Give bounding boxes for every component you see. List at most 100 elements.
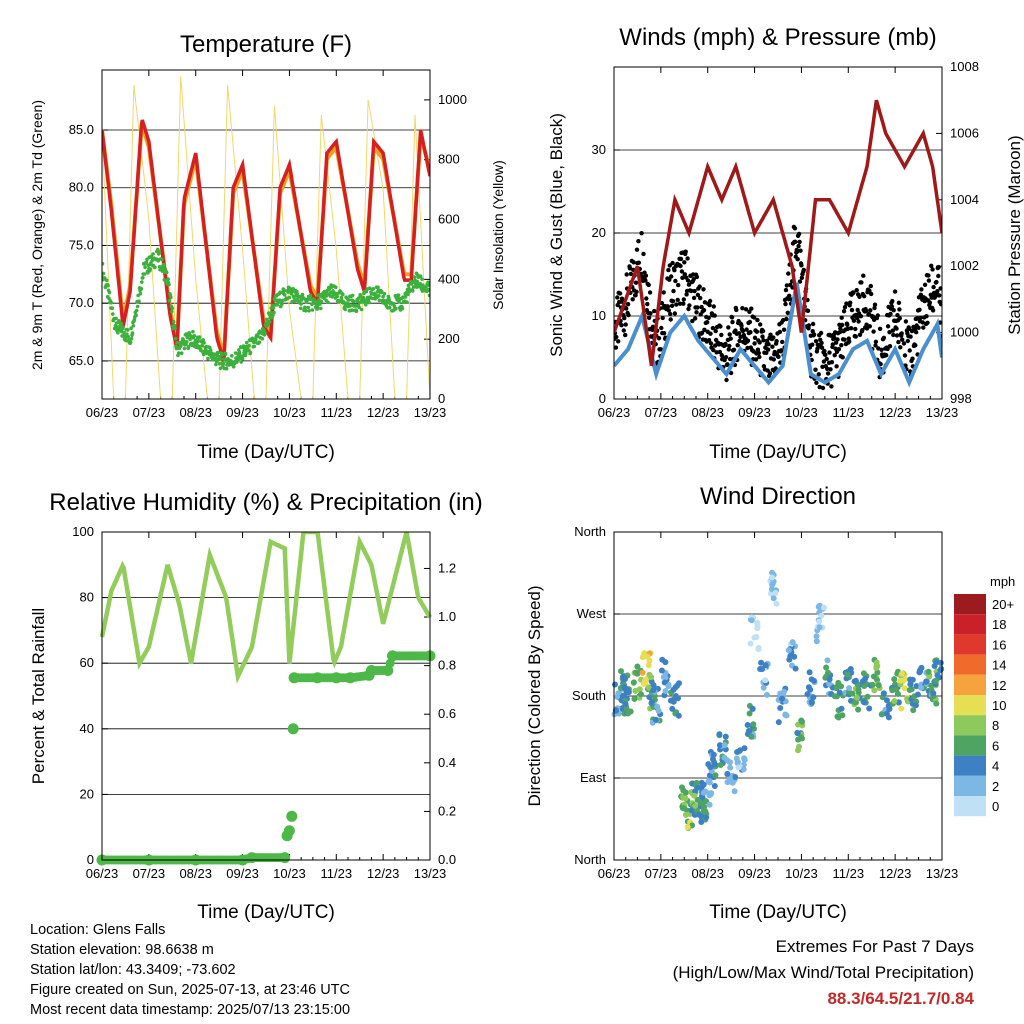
gust-point [838, 326, 843, 331]
gust-point [884, 353, 889, 358]
direction-point [851, 699, 858, 706]
dewpoint-point [252, 340, 256, 345]
gust-point [614, 334, 619, 340]
dewpoint-point [170, 306, 175, 311]
gust-point [661, 290, 666, 295]
dewpoint-point [138, 291, 143, 296]
speed-legend: mph 20+ 18 16 14 12 10 8 6 4 2 0 [954, 574, 1015, 817]
gust-point [832, 353, 837, 358]
gust-point [676, 282, 681, 288]
gust-point [892, 289, 898, 294]
dewpoint-point [173, 326, 177, 331]
gust-point [627, 266, 633, 271]
gust-point [902, 353, 908, 358]
x-tick-label: 10/23 [273, 405, 306, 420]
gust-point [689, 288, 694, 294]
gust-point [615, 295, 620, 300]
dewpoint-point [272, 310, 276, 315]
direction-point [772, 590, 779, 596]
direction-xlabel: Time (Day/UTC) [709, 902, 847, 923]
direction-point [878, 711, 885, 718]
direction-point [622, 701, 629, 708]
gust-point [726, 325, 731, 330]
gust-point [879, 347, 884, 352]
precip-point [286, 810, 298, 822]
gust-point [814, 380, 819, 385]
gust-point [633, 293, 638, 298]
dewpoint-point [418, 274, 423, 279]
direction-point [807, 686, 814, 693]
gust-point [919, 287, 924, 292]
gust-point [894, 333, 900, 338]
extremes-values: 88.3/64.5/21.7/0.84 [827, 989, 974, 1008]
gust-point [765, 338, 770, 343]
y2-tick-label: 0 [438, 391, 445, 406]
gust-point [736, 331, 742, 336]
legend-label: 8 [992, 718, 999, 733]
direction-point [667, 697, 674, 704]
gust-point [660, 315, 665, 321]
gust-point [624, 272, 629, 277]
gust-point [745, 338, 751, 343]
direction-point [682, 811, 689, 818]
gust-point [679, 269, 685, 274]
dewpoint-point [307, 309, 311, 313]
dewpoint-point [326, 300, 330, 305]
gust-point [678, 263, 683, 269]
legend-label: 18 [992, 617, 1006, 632]
gust-point [711, 347, 716, 353]
gust-point [848, 300, 853, 305]
gust-point [929, 263, 934, 268]
gust-point [853, 326, 858, 332]
y-tick-label: South [572, 688, 606, 703]
gust-point [861, 273, 866, 278]
direction-point [643, 676, 650, 683]
gust-point [905, 338, 910, 344]
gust-point [933, 294, 938, 299]
direction-point [640, 680, 647, 687]
gust-point [859, 280, 864, 285]
humidity-title: Relative Humidity (%) & Precipitation (i… [49, 489, 482, 516]
dewpoint-point [231, 364, 236, 369]
gust-point [744, 327, 749, 332]
x-tick-label: 08/23 [691, 405, 724, 420]
gust-point [743, 307, 749, 312]
gust-point [768, 332, 773, 337]
gust-point [764, 350, 769, 355]
gust-point [692, 316, 698, 321]
direction-point [925, 668, 932, 675]
dewpoint-point [387, 305, 392, 310]
gust-point [719, 332, 724, 338]
direction-point [762, 662, 769, 669]
gust-point [900, 337, 905, 342]
direction-point [625, 710, 632, 717]
gust-point [681, 301, 686, 306]
y-tick-label: 100 [72, 524, 94, 539]
created-text: Figure created on Sun, 2025-07-13, at 23… [30, 982, 350, 998]
direction-point [893, 686, 900, 693]
precip-point [382, 665, 394, 676]
dewpoint-point [348, 304, 353, 308]
gust-point [633, 280, 639, 285]
dewpoint-point [167, 282, 171, 287]
y-tick-label: 75.0 [69, 237, 94, 252]
gust-point [684, 292, 689, 297]
gust-point [667, 277, 672, 282]
direction-point [932, 678, 939, 684]
gust-point [854, 288, 859, 293]
gust-point [784, 316, 789, 322]
y-tick-label: 20 [80, 786, 94, 801]
direction-point [844, 671, 851, 678]
gust-point [645, 301, 650, 307]
gust-point [842, 305, 848, 310]
gust-point [723, 341, 728, 347]
gust-point [714, 350, 719, 355]
gust-point [656, 336, 662, 341]
gust-point [813, 339, 819, 344]
y2-tick-label: 1000 [950, 325, 979, 340]
gust-point [889, 304, 895, 309]
y2-tick-label: 0.4 [438, 755, 456, 770]
direction-point [716, 742, 723, 749]
precip-point [387, 650, 398, 662]
gust-point [872, 302, 878, 307]
